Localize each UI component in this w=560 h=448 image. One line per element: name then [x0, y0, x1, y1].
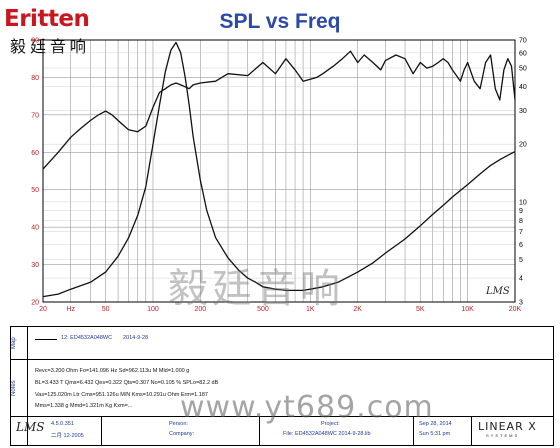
- right-y-tick-label: 7: [519, 229, 523, 236]
- panel-divider: [11, 359, 553, 360]
- impedance-curve: [42, 41, 516, 298]
- x-tick-label: 20: [39, 306, 47, 313]
- right-y-tick-label: 9: [519, 208, 523, 215]
- left-y-tick-label: 50: [31, 187, 39, 194]
- chart-lms-mark: LMS: [486, 286, 510, 297]
- linearx-logo-sub: SYSTEMS: [486, 433, 520, 438]
- plot-frame: [42, 39, 516, 303]
- x-axis-ticks: 20 Hz 50 100 200 500 1K 2K 5K 10K 20K: [39, 306, 521, 313]
- plot-grid: [42, 39, 516, 303]
- left-y-tick-label: 70: [31, 112, 39, 119]
- left-y-tick-label: 60: [31, 150, 39, 157]
- x-tick-label: Hz: [66, 306, 75, 313]
- right-y-tick-label: 3: [519, 300, 523, 307]
- lms-logo: LMS: [16, 420, 45, 434]
- legend-date: 2014-9-28: [123, 335, 149, 341]
- x-tick-label: 1K: [306, 306, 315, 313]
- right-y-tick-label: 50: [519, 65, 527, 72]
- file-value: ED4532A048WC 2014-9-28.lib: [295, 431, 371, 437]
- project-label: Project:: [321, 421, 340, 427]
- map-section-label: Map: [11, 337, 17, 349]
- panel-divider: [11, 416, 553, 417]
- left-y-tick-label: 40: [31, 225, 39, 232]
- left-y-tick-label: 80: [31, 75, 39, 82]
- right-y-tick-label: 6: [519, 242, 523, 249]
- footer-divider: [413, 416, 414, 445]
- file-label: File:: [283, 431, 294, 437]
- right-y-tick-label: 8: [519, 218, 523, 225]
- left-y-tick-label: 20: [31, 300, 39, 307]
- right-y-tick-label: 4: [519, 276, 523, 283]
- version-date: 二月 12-2005: [51, 433, 84, 439]
- logo-word: Eritten: [4, 6, 90, 32]
- left-y-tick-label: 90: [31, 38, 39, 45]
- x-tick-label: 500: [257, 306, 269, 313]
- bottom-info-panel: Map Notes 12: ED4532A048WC 2014-9-28 Rev…: [10, 326, 554, 446]
- person-label: Person:: [169, 421, 188, 427]
- notes-section-label: Notes: [11, 380, 17, 396]
- version-number: 4.5.0.351: [51, 421, 74, 427]
- x-tick-label: 10K: [461, 306, 474, 313]
- x-tick-label: 2K: [353, 306, 362, 313]
- x-tick-label: 200: [194, 306, 206, 313]
- logo-text: ritten: [19, 6, 90, 32]
- logo-initial: E: [4, 6, 20, 32]
- spl-impedance-chart: 20 Hz 50 100 200 500 1K 2K 5K 10K 20K 203040506070…: [31, 38, 527, 314]
- notes-line: Vas=125.020m Ltr Cms=951.126u M/N Kms=10…: [35, 392, 208, 398]
- left-y-axis-ticks: 20 30 40 50 60 70 80 90: [31, 38, 39, 307]
- x-tick-label: 100: [147, 306, 159, 313]
- spl-curve: [42, 50, 516, 170]
- footer-divider: [101, 416, 102, 445]
- right-y-axis-ticks: 70 60 50 40 30 20 10 9 8 7 6 5 4 3: [519, 38, 527, 307]
- company-label: Company:: [169, 431, 195, 437]
- right-y-tick-label: 5: [519, 257, 523, 264]
- time-value: Sun 5:31 pm: [419, 431, 451, 437]
- linearx-logo: LINEAR X: [478, 420, 537, 433]
- right-y-tick-label: 40: [519, 84, 527, 91]
- footer-divider: [471, 416, 472, 445]
- right-y-tick-label: 60: [519, 50, 527, 57]
- notes-line: BL=3.433 T Qms=6.432 Qes=0.322 Qts=0.307…: [35, 380, 219, 386]
- watermark-url: www.yt689.com: [180, 390, 434, 425]
- right-y-tick-label: 10: [519, 199, 527, 206]
- date-value: Sep 28, 2014: [419, 421, 452, 427]
- left-y-tick-label: 30: [31, 262, 39, 269]
- brand-logo: Eritten 毅廷音响: [4, 6, 124, 56]
- x-tick-label: 5K: [416, 306, 425, 313]
- panel-divider: [27, 327, 28, 445]
- watermark-chinese: 毅廷音响: [168, 266, 344, 312]
- logo-chinese-text: 毅廷音响: [10, 37, 91, 56]
- right-y-tick-label: 20: [519, 142, 527, 149]
- right-y-tick-label: 30: [519, 108, 527, 115]
- footer-divider: [259, 416, 260, 445]
- notes-line: Mms=1.338 g Mmd=1.321m Kg Kxm=...: [35, 403, 133, 409]
- legend-line-swatch: [35, 339, 57, 340]
- curves: [42, 41, 516, 298]
- chart-title: SPL vs Freq: [219, 10, 341, 33]
- notes-line: Revc=3.200 Ohm Fo=141.096 Hz Sd=962.113u…: [35, 368, 190, 374]
- x-tick-label: 50: [102, 306, 110, 313]
- x-tick-label: 20K: [509, 306, 522, 313]
- right-y-tick-label: 70: [519, 38, 527, 45]
- legend-entry: 12: ED4532A048WC: [61, 335, 113, 341]
